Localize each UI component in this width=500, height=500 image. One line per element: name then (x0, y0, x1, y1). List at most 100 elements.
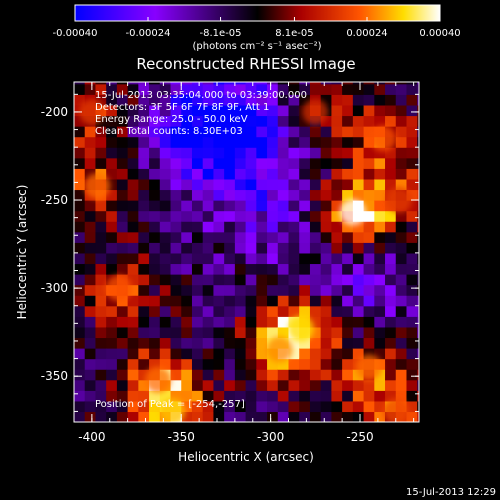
heatmap-cell (138, 284, 150, 296)
heatmap-cell (191, 231, 204, 243)
heatmap-cell (170, 157, 182, 169)
heatmap-cell (138, 400, 150, 413)
heatmap-cell (245, 242, 257, 254)
heatmap-cell (406, 221, 418, 233)
heatmap-cell (352, 252, 365, 265)
heatmap-cell (127, 83, 139, 95)
heatmap-cell (245, 200, 257, 212)
heatmap-cell (417, 263, 419, 275)
heatmap-cell (309, 316, 322, 328)
heatmap-cell (84, 82, 97, 85)
heatmap-cell (74, 178, 86, 191)
heatmap-cell (417, 82, 419, 85)
heatmap-cell (320, 178, 333, 191)
heatmap-cell (149, 295, 161, 307)
heatmap-cell (74, 115, 86, 127)
heatmap-cell (331, 274, 343, 286)
heatmap-cell (352, 83, 365, 95)
heatmap-cell (245, 83, 257, 95)
heatmap-cell (352, 104, 365, 117)
heatmap-cell (374, 295, 386, 307)
heatmap-cell (320, 210, 333, 222)
heatmap-cell (406, 242, 418, 254)
heatmap-cell (149, 411, 161, 422)
y-tick-label: -300 (41, 281, 68, 295)
heatmap-cell (149, 104, 161, 117)
heatmap-cell (74, 358, 86, 370)
heatmap-cell (299, 379, 311, 391)
heatmap-cell (213, 83, 225, 95)
heatmap-cell (159, 147, 172, 159)
heatmap-cell (374, 305, 386, 317)
heatmap-cell (363, 390, 375, 402)
heatmap-cell (331, 369, 343, 381)
heatmap-cell (406, 168, 418, 180)
heatmap-cell (299, 178, 311, 191)
heatmap-cell (277, 411, 290, 422)
heatmap-cell (363, 326, 375, 339)
heatmap-cell (149, 210, 161, 222)
heatmap-cell (309, 400, 322, 413)
heatmap-cell (224, 200, 236, 212)
heatmap-cell (299, 94, 311, 106)
heatmap-cell (256, 210, 268, 222)
heatmap-cell (256, 221, 268, 233)
heatmap-cell (267, 104, 279, 117)
heatmap-cell (320, 189, 333, 201)
heatmap-cell (234, 157, 247, 169)
heatmap-cell (417, 284, 419, 296)
heatmap-cell (149, 231, 161, 243)
heatmap-cell (288, 168, 300, 180)
heatmap-cell (95, 284, 107, 296)
heatmap-cell (417, 274, 419, 286)
heatmap-cell (213, 157, 225, 169)
heatmap-cell (106, 337, 118, 349)
heatmap-cell (170, 82, 182, 85)
heatmap-cell (331, 242, 343, 254)
heatmap-cell (320, 400, 333, 413)
heatmap-cell (267, 221, 279, 233)
heatmap-cell (256, 358, 268, 370)
heatmap-cell (320, 221, 333, 233)
heatmap-cell (149, 242, 161, 254)
heatmap-cell (342, 126, 354, 138)
heatmap-cell (406, 231, 418, 243)
heatmap-cell (138, 147, 150, 159)
heatmap-cell (342, 104, 354, 117)
heatmap-cell (342, 83, 354, 95)
heatmap-cell (363, 263, 375, 275)
heatmap-cell (406, 126, 418, 138)
heatmap-cell (224, 348, 236, 360)
heatmap-cell (95, 231, 107, 243)
heatmap-cell (385, 252, 397, 265)
heatmap-cell (224, 221, 236, 233)
heatmap-cell (288, 369, 300, 381)
heatmap-cell (417, 295, 419, 307)
heatmap-cell (116, 157, 129, 169)
heatmap-cell (191, 400, 204, 413)
heatmap-cell (395, 263, 408, 275)
x-tick-label: -350 (168, 430, 195, 444)
heatmap-cell (181, 305, 193, 317)
heatmap-cell (395, 358, 408, 370)
heatmap-cell (299, 337, 311, 349)
heatmap-cell (374, 284, 386, 296)
heatmap-cell (191, 83, 204, 95)
heatmap-cell (406, 326, 418, 339)
heatmap-cell (234, 295, 247, 307)
heatmap-cell (374, 274, 386, 286)
heatmap-cell (417, 83, 419, 95)
heatmap-cell (385, 390, 397, 402)
heatmap-cell (74, 221, 86, 233)
heatmap-cell (191, 284, 204, 296)
heatmap-cell (245, 168, 257, 180)
heatmap-cell (84, 200, 97, 212)
heatmap-cell (342, 316, 354, 328)
heatmap-cell (106, 348, 118, 360)
heatmap-cell (127, 390, 139, 402)
heatmap-cell (363, 284, 375, 296)
heatmap-cell (374, 390, 386, 402)
y-tick-label: -200 (41, 105, 68, 119)
heatmap-cell (309, 168, 322, 180)
heatmap-cell (181, 252, 193, 265)
